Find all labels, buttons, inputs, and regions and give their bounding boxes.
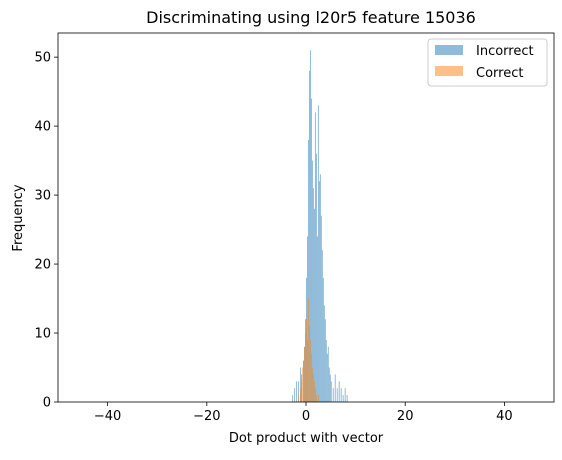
x-tick-label: 0 bbox=[302, 409, 310, 424]
bar-correct-1 bbox=[300, 388, 302, 402]
bar-incorrect-15 bbox=[311, 160, 313, 402]
x-axis-ticks: −40 −20 0 20 40 bbox=[94, 402, 513, 424]
legend-swatch-incorrect bbox=[435, 45, 463, 55]
chart-title: Discriminating using l20r5 feature 15036 bbox=[146, 8, 476, 27]
bar-incorrect-14 bbox=[310, 98, 312, 402]
bar-correct-14 bbox=[312, 374, 314, 402]
bar-correct-12 bbox=[310, 353, 312, 402]
bar-incorrect-32 bbox=[328, 367, 330, 402]
bar-incorrect-34 bbox=[330, 381, 332, 402]
bar-incorrect-21 bbox=[317, 105, 319, 402]
bar-incorrect-30 bbox=[326, 353, 328, 402]
bar-correct-13 bbox=[311, 367, 313, 402]
bar-incorrect-23 bbox=[319, 174, 321, 402]
bar-incorrect-1 bbox=[294, 388, 296, 402]
x-tick-label: −20 bbox=[193, 409, 220, 424]
bar-incorrect-26 bbox=[322, 277, 324, 402]
legend: Incorrect Correct bbox=[427, 38, 548, 87]
bar-incorrect-38 bbox=[338, 381, 340, 402]
bar-incorrect-17 bbox=[313, 208, 315, 402]
bar-incorrect-3 bbox=[298, 381, 300, 402]
bar-correct-16 bbox=[314, 388, 316, 402]
y-tick-label: 30 bbox=[34, 189, 51, 204]
bar-correct-10 bbox=[308, 326, 310, 402]
bar-incorrect-27 bbox=[323, 305, 325, 402]
bars-layer bbox=[292, 50, 348, 403]
y-axis-label: Frequency bbox=[11, 184, 26, 251]
bar-incorrect-36 bbox=[334, 374, 336, 402]
bar-incorrect-12 bbox=[308, 70, 310, 403]
bar-incorrect-2 bbox=[296, 381, 298, 402]
bar-incorrect-39 bbox=[340, 388, 342, 402]
x-axis-label: Dot product with vector bbox=[229, 431, 384, 446]
bar-incorrect-11 bbox=[307, 139, 309, 402]
bar-incorrect-10 bbox=[306, 236, 308, 402]
bar-correct-0 bbox=[298, 395, 300, 402]
x-tick-label: 20 bbox=[397, 409, 414, 424]
bar-incorrect-35 bbox=[332, 388, 334, 402]
x-tick-label: 40 bbox=[496, 409, 513, 424]
bar-incorrect-25 bbox=[321, 250, 323, 402]
bar-incorrect-31 bbox=[327, 346, 329, 402]
legend-swatch-correct bbox=[435, 66, 463, 76]
legend-label-correct: Correct bbox=[476, 66, 523, 81]
bar-correct-15 bbox=[313, 381, 315, 402]
bar-incorrect-37 bbox=[336, 388, 338, 402]
bar-correct-4 bbox=[303, 360, 305, 402]
bar-correct-3 bbox=[302, 367, 304, 402]
bar-incorrect-40 bbox=[342, 395, 344, 402]
bar-correct-7 bbox=[306, 319, 307, 402]
bar-incorrect-0 bbox=[292, 395, 294, 402]
bar-incorrect-41 bbox=[344, 388, 346, 402]
y-tick-label: 40 bbox=[34, 120, 51, 135]
bar-incorrect-22 bbox=[318, 181, 320, 402]
bar-correct-5 bbox=[304, 346, 306, 402]
bar-incorrect-13 bbox=[309, 50, 311, 403]
bar-incorrect-29 bbox=[325, 339, 327, 402]
bar-incorrect-16 bbox=[312, 188, 314, 402]
legend-label-incorrect: Incorrect bbox=[476, 44, 534, 59]
bar-correct-18 bbox=[317, 395, 319, 402]
bar-incorrect-18 bbox=[314, 112, 316, 403]
bar-correct-11 bbox=[309, 339, 311, 402]
bar-incorrect-42 bbox=[346, 395, 348, 402]
y-tick-label: 10 bbox=[34, 327, 51, 342]
y-tick-label: 50 bbox=[34, 51, 51, 66]
y-axis-ticks: 0 10 20 30 40 50 bbox=[34, 51, 58, 411]
bar-correct-2 bbox=[301, 381, 303, 402]
bar-correct-6 bbox=[305, 333, 306, 402]
bar-correct-9 bbox=[307, 298, 309, 402]
x-tick-label: −40 bbox=[94, 409, 121, 424]
bar-incorrect-4 bbox=[300, 367, 302, 402]
bar-correct-8 bbox=[306, 339, 308, 402]
bar-correct-17 bbox=[315, 395, 317, 402]
bar-incorrect-28 bbox=[324, 319, 326, 402]
bar-incorrect-24 bbox=[320, 215, 322, 402]
y-tick-label: 20 bbox=[34, 258, 51, 273]
bar-incorrect-19 bbox=[315, 153, 317, 402]
bar-incorrect-33 bbox=[329, 374, 331, 402]
bar-incorrect-20 bbox=[316, 236, 318, 402]
y-tick-label: 0 bbox=[43, 396, 51, 411]
